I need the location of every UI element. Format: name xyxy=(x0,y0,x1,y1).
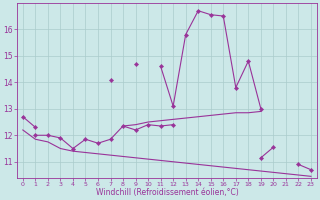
X-axis label: Windchill (Refroidissement éolien,°C): Windchill (Refroidissement éolien,°C) xyxy=(96,188,238,197)
